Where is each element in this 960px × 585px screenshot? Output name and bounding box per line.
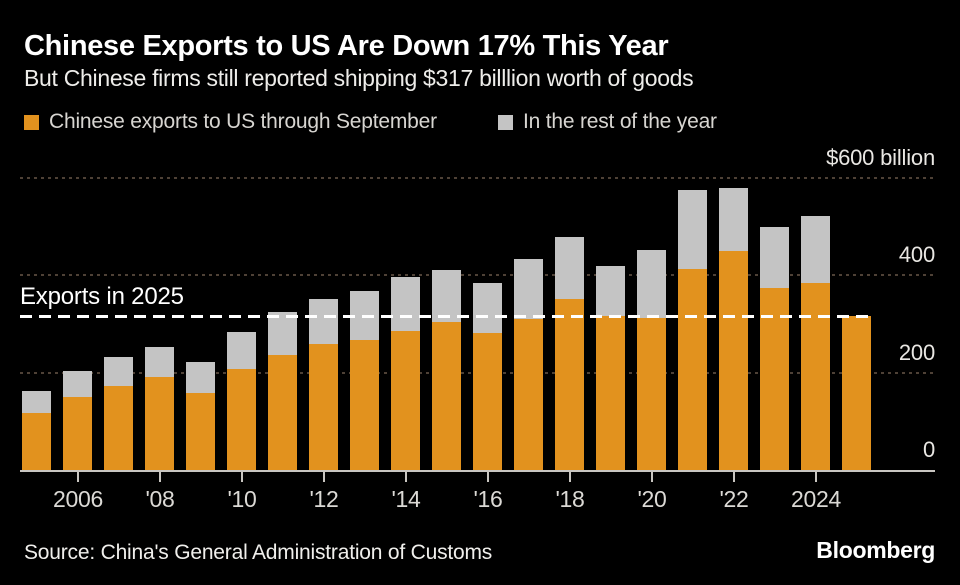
bar-2007-rest-of-year	[104, 357, 133, 386]
bar-2023-through-september	[760, 288, 789, 470]
x-tick-2020	[651, 472, 653, 482]
orange-series-swatch	[24, 114, 39, 130]
gridline-600	[20, 177, 935, 179]
bar-2018-rest-of-year	[555, 237, 584, 299]
x-axis-label-2018: '18	[555, 486, 585, 512]
x-axis-label-2006: 2006	[53, 486, 103, 512]
bar-2022-rest-of-year	[719, 188, 748, 251]
gridline-400	[20, 274, 935, 276]
x-tick-2024	[815, 472, 817, 482]
bar-2024-rest-of-year	[801, 216, 830, 283]
x-axis-label-2008: '08	[145, 486, 175, 512]
x-tick-2018	[569, 472, 571, 482]
legend-label: In the rest of the year	[523, 110, 717, 133]
x-tick-2014	[405, 472, 407, 482]
bar-2022-through-september	[719, 251, 748, 470]
x-axis-label-2020: '20	[637, 486, 667, 512]
bar-2011-through-september	[268, 355, 297, 470]
legend-label: Chinese exports to US through September	[49, 110, 437, 133]
bar-2007-through-september	[104, 386, 133, 470]
x-tick-2012	[323, 472, 325, 482]
bar-2023-rest-of-year	[760, 227, 789, 288]
exports-2025-reference-line	[20, 315, 871, 318]
bar-2024-through-september	[801, 283, 830, 470]
bar-2009-rest-of-year	[186, 362, 215, 393]
bar-2016-rest-of-year	[473, 283, 502, 333]
bar-2020-through-september	[637, 318, 666, 470]
bar-2014-rest-of-year	[391, 277, 420, 331]
legend-item-rest-of-year: In the rest of the year	[498, 110, 717, 134]
bar-2010-through-september	[227, 369, 256, 470]
reference-line-label: Exports in 2025	[20, 283, 184, 310]
bar-2016-through-september	[473, 333, 502, 470]
bar-2006-through-september	[63, 397, 92, 470]
bar-2006-rest-of-year	[63, 371, 92, 397]
bar-2009-through-september	[186, 393, 215, 470]
x-axis-label-2022: '22	[719, 486, 749, 512]
source-text: Source: China's General Administration o…	[24, 541, 493, 564]
y-axis-label-400: 400	[898, 242, 935, 267]
bloomberg-logo: Bloomberg	[816, 537, 935, 563]
x-axis-label-2012: '12	[309, 486, 339, 512]
x-axis-label-2014: '14	[391, 486, 421, 512]
bar-2017-through-september	[514, 319, 543, 470]
x-axis-label-2010: '10	[227, 486, 257, 512]
bar-2011-rest-of-year	[268, 312, 297, 355]
x-tick-2010	[241, 472, 243, 482]
chart-title: Chinese Exports to US Are Down 17% This …	[24, 30, 669, 62]
bar-2008-through-september	[145, 377, 174, 470]
bar-2025-through-september	[842, 316, 871, 470]
y-axis-label-200: 200	[898, 340, 935, 365]
bar-2019-rest-of-year	[596, 266, 625, 316]
x-axis-label-2024: 2024	[791, 486, 841, 512]
bar-2015-through-september	[432, 322, 461, 470]
bar-2020-rest-of-year	[637, 250, 666, 318]
bar-2021-rest-of-year	[678, 190, 707, 269]
bar-2019-through-september	[596, 316, 625, 470]
bar-2017-rest-of-year	[514, 259, 543, 319]
gray-series-swatch	[498, 114, 513, 130]
x-tick-2016	[487, 472, 489, 482]
bar-2015-rest-of-year	[432, 270, 461, 322]
chart-subtitle: But Chinese firms still reported shippin…	[24, 65, 694, 91]
y-axis-label-0: 0	[922, 437, 935, 462]
bar-2021-through-september	[678, 269, 707, 470]
bar-2018-through-september	[555, 299, 584, 470]
bar-2010-rest-of-year	[227, 332, 256, 369]
x-axis-label-2016: '16	[473, 486, 503, 512]
bar-2012-rest-of-year	[309, 299, 338, 344]
x-tick-2022	[733, 472, 735, 482]
legend-item-through-september: Chinese exports to US through September	[24, 110, 437, 134]
bar-2014-through-september	[391, 331, 420, 470]
bar-2005-rest-of-year	[22, 391, 51, 413]
x-axis-line	[20, 470, 935, 472]
bar-2005-through-september	[22, 413, 51, 470]
bar-2012-through-september	[309, 344, 338, 470]
x-tick-2008	[159, 472, 161, 482]
bar-2013-through-september	[350, 340, 379, 470]
x-tick-2006	[77, 472, 79, 482]
y-axis-label-600: $600 billion	[826, 145, 935, 170]
bar-2008-rest-of-year	[145, 347, 174, 377]
